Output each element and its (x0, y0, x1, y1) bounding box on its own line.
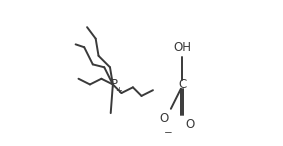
Text: P: P (110, 78, 117, 91)
Text: O: O (160, 112, 169, 125)
Text: C: C (178, 78, 186, 91)
Text: +: + (115, 86, 122, 95)
Text: O: O (186, 118, 195, 131)
Text: −: − (164, 128, 173, 138)
Text: OH: OH (173, 41, 191, 54)
